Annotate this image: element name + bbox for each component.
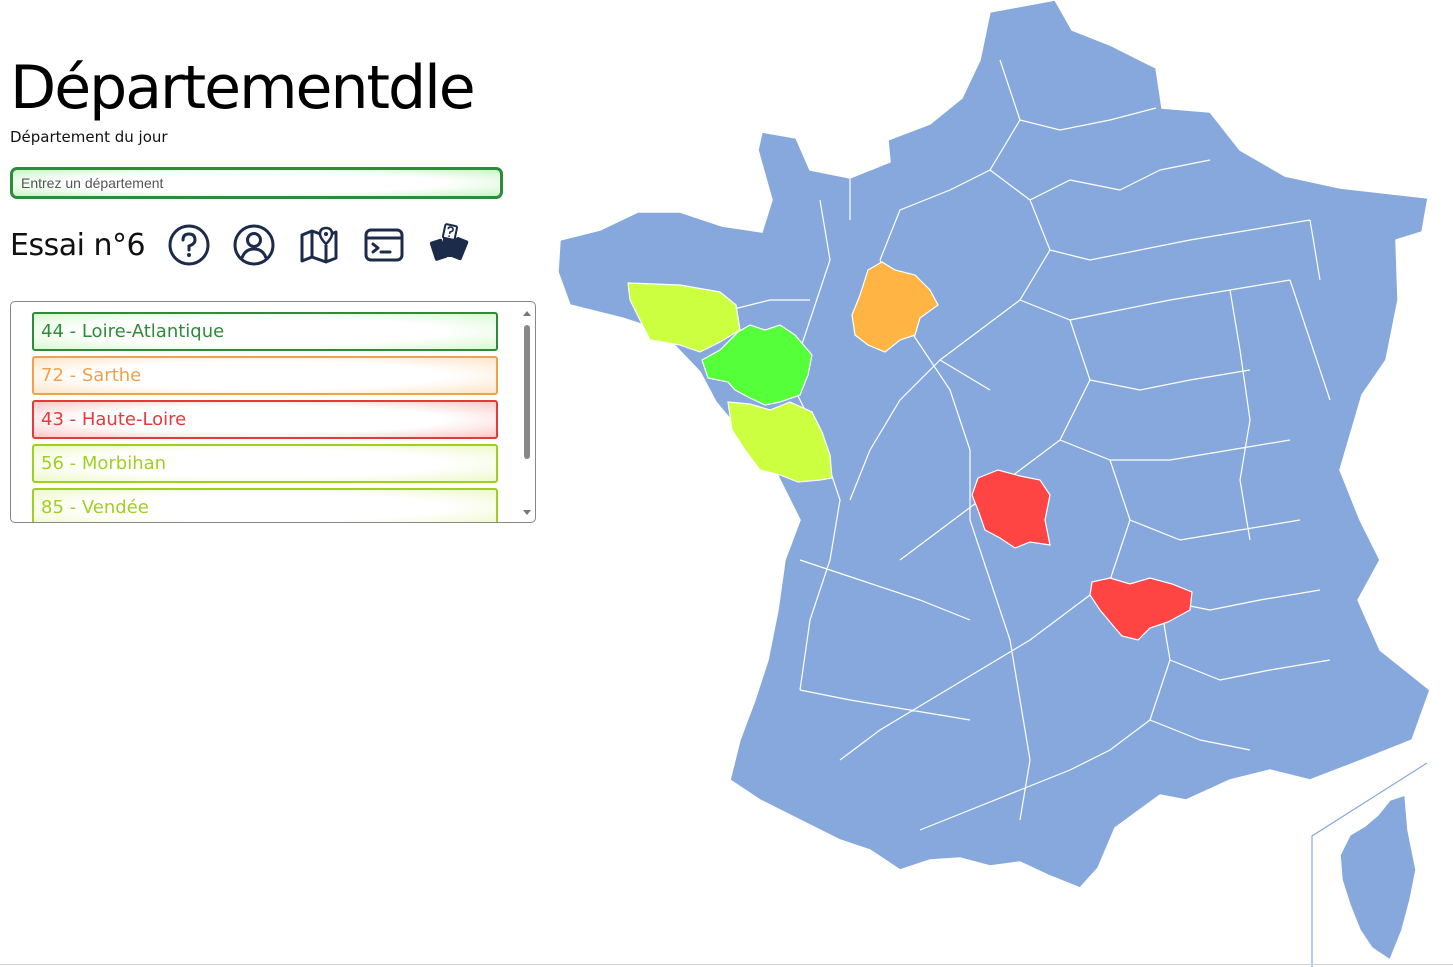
map-base	[557, 0, 1431, 967]
guess-item: 43 - Haute-Loire	[32, 400, 498, 439]
guess-item: 72 - Sarthe	[32, 356, 498, 395]
scroll-down-icon[interactable]	[523, 510, 531, 515]
bottom-divider	[0, 964, 1453, 965]
scroll-thumb[interactable]	[524, 325, 530, 459]
corsica-inset-line	[1311, 762, 1428, 967]
department-input[interactable]	[10, 167, 503, 199]
corsica[interactable]	[1339, 793, 1417, 962]
toolbar: Essai n°6	[10, 223, 536, 267]
terminal-icon	[364, 228, 404, 262]
dept-vendee[interactable]	[727, 401, 833, 483]
guess-item: 44 - Loire-Atlantique	[32, 312, 498, 351]
department-borders	[729, 59, 1331, 831]
dept-creuse[interactable]	[971, 469, 1051, 549]
mainland-france[interactable]	[557, 0, 1431, 889]
list-scrollbar[interactable]	[522, 306, 532, 518]
sidebar: Départementdle Département du jour Essai…	[10, 50, 536, 523]
scroll-up-icon[interactable]	[523, 311, 531, 316]
dept-sarthe[interactable]	[851, 261, 939, 353]
guess-item: 85 - Vendée	[32, 488, 498, 522]
help-button[interactable]	[167, 223, 211, 267]
cards-icon	[429, 223, 469, 261]
guess-list[interactable]: 44 - Loire-Atlantique 72 - Sarthe 43 - Hau…	[10, 301, 536, 523]
help-icon	[168, 224, 210, 266]
dept-haute-loire[interactable]	[1089, 577, 1193, 641]
cards-button[interactable]	[427, 223, 471, 267]
france-map[interactable]	[550, 0, 1453, 967]
profile-button[interactable]	[232, 223, 276, 267]
map-icon	[300, 226, 338, 264]
page-subtitle: Département du jour	[10, 128, 168, 146]
dept-morbihan[interactable]	[627, 282, 741, 353]
dept-loire-atlantique[interactable]	[701, 324, 813, 406]
map-button[interactable]	[297, 223, 341, 267]
guess-items: 44 - Loire-Atlantique 72 - Sarthe 43 - Hau…	[32, 312, 498, 522]
page-title: Départementdle	[10, 53, 476, 123]
terminal-button[interactable]	[362, 223, 406, 267]
search-container	[10, 167, 503, 203]
profile-icon	[233, 224, 275, 266]
attempt-counter: Essai n°6	[10, 227, 146, 263]
guess-item: 56 - Morbihan	[32, 444, 498, 483]
